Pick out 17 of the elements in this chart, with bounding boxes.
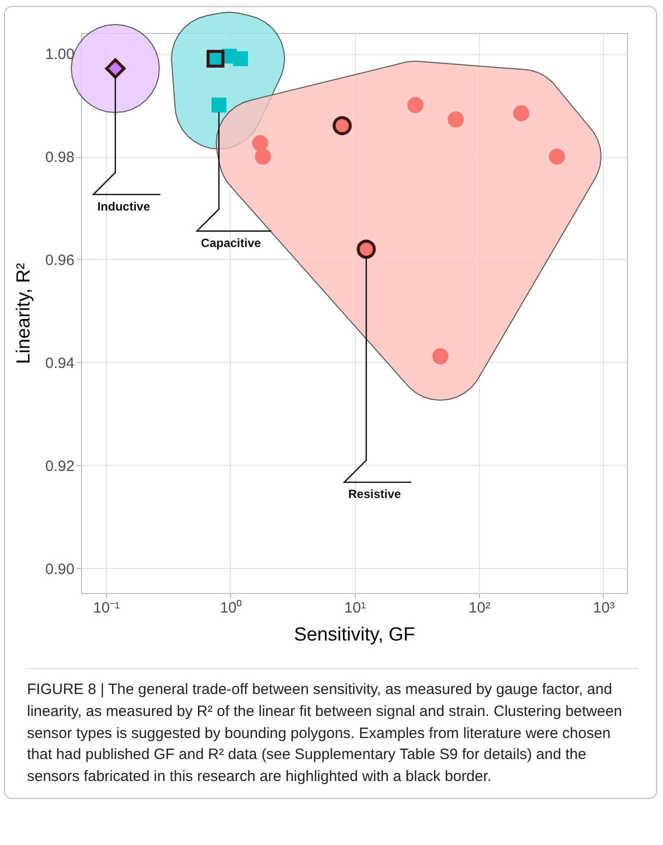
y-tick-label: 0.94: [45, 354, 74, 372]
annotation: Inductive: [97, 200, 150, 214]
x-tick-label: 10²: [468, 600, 490, 616]
caption: FIGURE 8 | The general trade-off between sensitivity, as measured by gauge factor, and linearity, as measured by R² of the linear fit between signal and strain. Clustering between sensor types is suggested by bounding polygons. Examples from literature were chosen that had published GF and R² data (see Supplementary Table S9 for details) and the sensors fabricated in this research are highlighted with a black border.: [27, 680, 624, 787]
y-tick-label: 0.96: [45, 252, 74, 269]
y-tick-label: 0.98: [45, 149, 74, 166]
x-tick-label: 10⁰: [220, 600, 242, 616]
y-tick-label: 0.90: [45, 560, 74, 578]
x-tick-label: 10¹: [344, 600, 366, 616]
x-axis-title: Sensitivity, GF: [294, 624, 416, 646]
annotation: Capacitive: [200, 236, 262, 250]
annotation: Resistive: [348, 487, 402, 502]
x-tick-label: 10³: [592, 600, 615, 616]
x-tick-label: 10⁻¹: [93, 600, 120, 616]
y-tick-label: 0.92: [45, 458, 74, 475]
y-axis-title: Linearity, R²: [13, 262, 34, 364]
y-tick-label: 1.00: [45, 46, 74, 64]
